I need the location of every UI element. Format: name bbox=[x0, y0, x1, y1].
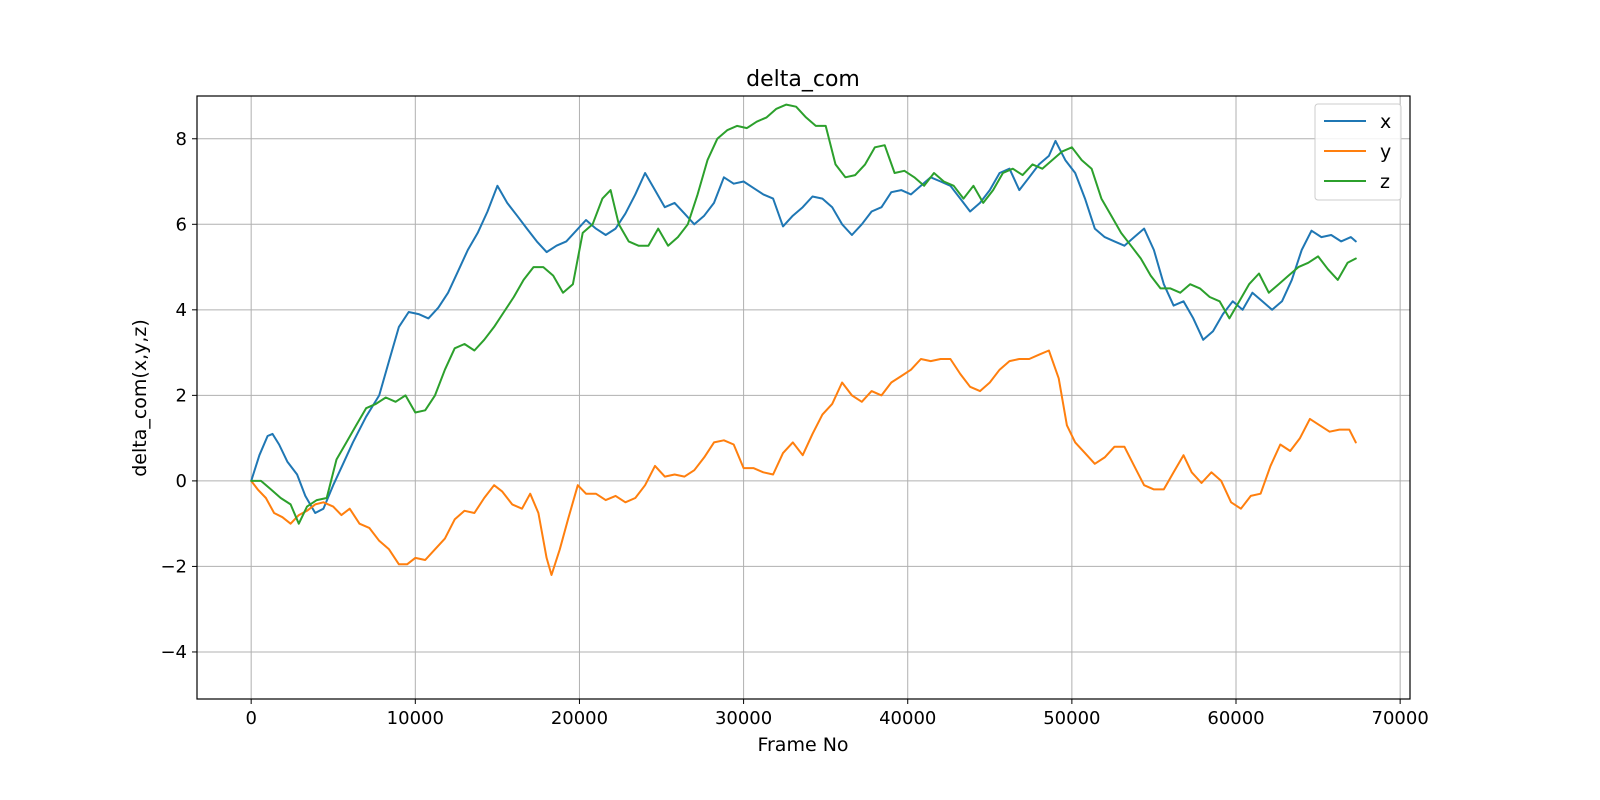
series-line-y bbox=[250, 349, 1357, 576]
y-tick-label: 0 bbox=[176, 471, 187, 492]
x-tick-label: 70000 bbox=[1372, 708, 1429, 729]
legend-label-y: y bbox=[1380, 141, 1391, 163]
x-tick-label: 0 bbox=[245, 708, 256, 729]
chart-title: delta_com bbox=[746, 67, 860, 92]
legend: xyz bbox=[1314, 103, 1402, 201]
series-line-x bbox=[250, 139, 1357, 514]
x-tick-label: 10000 bbox=[387, 708, 444, 729]
y-tick-label: 2 bbox=[176, 385, 187, 406]
x-tick-label: 20000 bbox=[551, 708, 608, 729]
x-axis-ticks: 0 10000 20000 30000 40000 50000 60000 70000 bbox=[245, 699, 1429, 729]
x-tick-label: 50000 bbox=[1043, 708, 1100, 729]
x-axis-label: Frame No bbox=[757, 734, 848, 756]
y-axis-label: delta_com(x,y,z) bbox=[129, 319, 151, 477]
series-lines bbox=[250, 103, 1357, 576]
legend-label-x: x bbox=[1380, 111, 1391, 133]
y-tick-label: −2 bbox=[160, 556, 187, 577]
y-tick-label: 4 bbox=[176, 300, 187, 321]
y-tick-label: 8 bbox=[176, 129, 187, 150]
plot-frame bbox=[196, 95, 1411, 700]
grid bbox=[197, 96, 1410, 699]
x-tick-label: 40000 bbox=[879, 708, 936, 729]
legend-label-z: z bbox=[1380, 171, 1390, 193]
y-tick-label: 6 bbox=[176, 214, 187, 235]
series-line-z bbox=[250, 103, 1357, 525]
y-axis-ticks: −4 −2 0 2 4 6 8 bbox=[160, 129, 197, 663]
x-tick-label: 30000 bbox=[715, 708, 772, 729]
y-tick-label: −4 bbox=[160, 642, 187, 663]
x-tick-label: 60000 bbox=[1207, 708, 1264, 729]
